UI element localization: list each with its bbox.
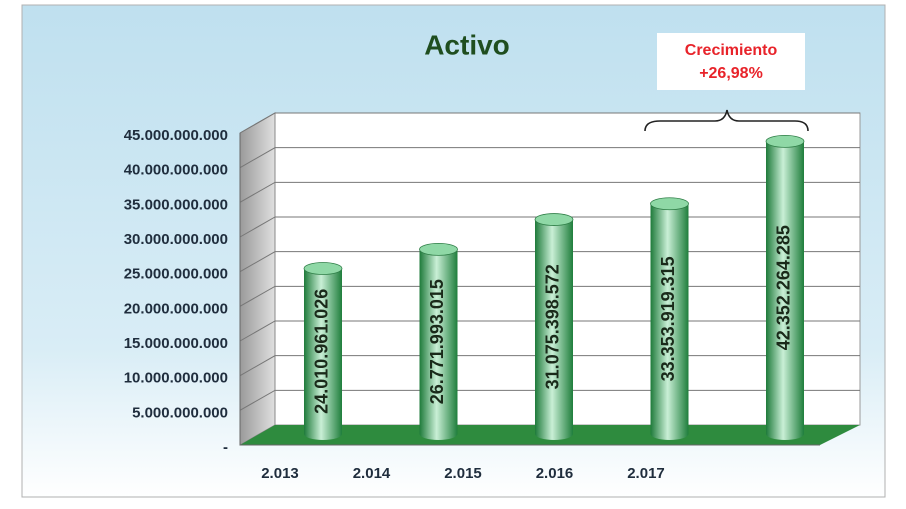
value-label: 42.352.264.285 (774, 225, 794, 350)
bar-top (303, 262, 343, 275)
bar (765, 134, 805, 440)
y-tick-label: 45.000.000.000 (124, 127, 228, 144)
y-tick-label: 10.000.000.000 (124, 370, 228, 387)
bar-body (304, 268, 342, 440)
brace (644, 109, 809, 132)
y-tick-label: 30.000.000.000 (124, 231, 228, 248)
bar-body (535, 219, 573, 440)
value-label: 24.010.961.026 (312, 289, 332, 414)
bar-body (419, 249, 458, 440)
annotation-box (657, 33, 805, 90)
y-tick-label: 5.000.000.000 (132, 404, 228, 421)
grid-line (239, 181, 860, 203)
bar-top (534, 213, 574, 226)
chart-title: Activo (424, 29, 510, 60)
x-tick-label: 2.013 (261, 465, 299, 482)
bar (419, 242, 458, 440)
y-tick-label: 35.000.000.000 (124, 196, 228, 213)
x-tick-label: 2.017 (627, 465, 665, 482)
y-tick-label: 40.000.000.000 (124, 162, 228, 179)
x-tick-label: 2.016 (536, 465, 574, 482)
y-tick-label: - (223, 439, 228, 456)
y-tick-label: 15.000.000.000 (124, 335, 228, 352)
value-label: 26.771.993.015 (427, 279, 447, 404)
side-wall (239, 112, 276, 446)
bar-top (419, 242, 458, 256)
annotation: +26,98% (699, 65, 763, 82)
bar-top (650, 197, 689, 211)
bar (303, 262, 343, 440)
value-label: 33.353.919.315 (658, 256, 678, 381)
x-tick-label: 2.014 (353, 465, 391, 482)
bar (650, 197, 689, 440)
bar-body (766, 141, 804, 440)
bar (534, 213, 574, 440)
bar-top (765, 134, 805, 148)
value-label: 31.075.398.572 (543, 264, 563, 389)
annotation: Crecimiento (685, 42, 778, 59)
bar-body (650, 203, 689, 440)
grid-line (239, 147, 860, 169)
grid-line (239, 112, 860, 134)
y-tick-label: 25.000.000.000 (124, 266, 228, 283)
x-tick-label: 2.015 (444, 465, 482, 482)
y-tick-label: 20.000.000.000 (124, 300, 228, 317)
